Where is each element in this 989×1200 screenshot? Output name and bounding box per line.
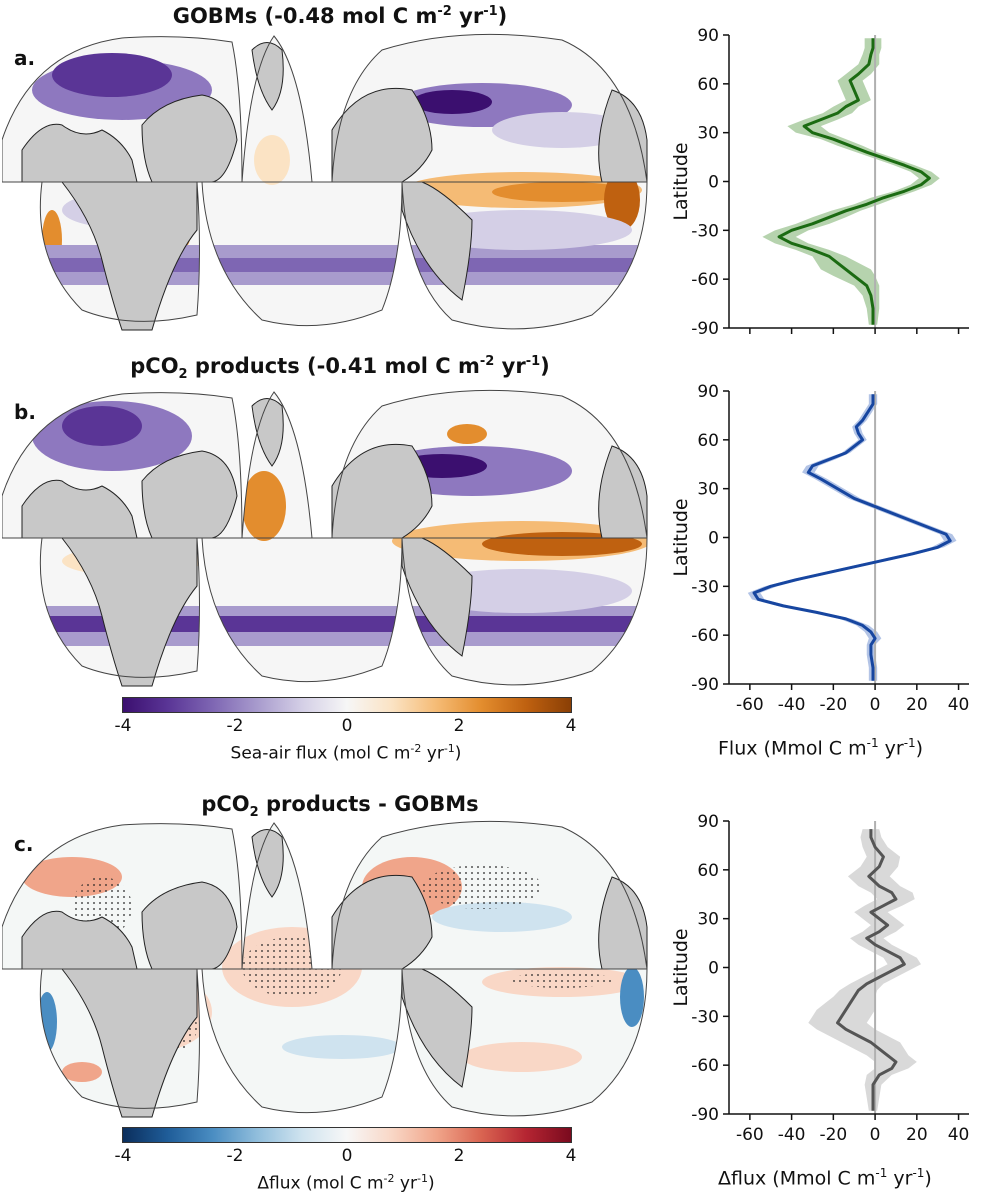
y-tick-label: -90 (691, 319, 719, 339)
y-tick-label: 0 (708, 529, 719, 549)
x-tick-label: 0 (870, 695, 881, 715)
x-tick-label: -20 (819, 1125, 847, 1145)
y-tick-label: 30 (697, 480, 719, 500)
y-axis-label: Latitude (670, 142, 692, 220)
cbar1-tick: 4 (565, 716, 577, 736)
profile-b-xlabel: Flux (Mmol C m-1 yr-1) (718, 736, 924, 760)
profile-uncertainty-band (808, 829, 921, 1111)
profile-line (752, 394, 952, 681)
map-pco2-flux (2, 389, 648, 687)
y-axis-label: Latitude (670, 498, 692, 576)
cbar2-tick: 4 (565, 1146, 577, 1166)
y-tick-label: 60 (697, 75, 719, 95)
profile-uncertainty-band (747, 394, 957, 681)
x-tick-label: -60 (736, 1125, 764, 1145)
y-tick-label: -30 (691, 221, 719, 241)
panel-a-label: a. (14, 46, 36, 70)
profile-line (777, 38, 931, 325)
colorbar-flux-label: Sea-air flux (mol C m-2 yr-1) (230, 742, 462, 764)
x-tick-label: -40 (778, 1125, 806, 1145)
map-gobm-flux (2, 33, 648, 331)
y-tick-label: -30 (691, 577, 719, 597)
profile-diff: 90 60 30 0 -30 -60 -90 -60 -40 -20 0 20 40 Latitude (670, 812, 970, 1145)
x-tick-label: 0 (870, 1125, 881, 1145)
x-tick-label: -40 (778, 695, 806, 715)
cbar1-tick: -2 (226, 716, 244, 736)
colorbar-flux (122, 697, 572, 713)
panel-c-label: c. (14, 832, 34, 856)
x-tick-label: -60 (736, 695, 764, 715)
x-tick-label: 40 (948, 1125, 970, 1145)
cbar1-tick: 2 (453, 716, 465, 736)
cbar2-tick: -4 (114, 1146, 132, 1166)
y-axis-label: Latitude (670, 928, 692, 1006)
x-tick-label: 20 (906, 1125, 928, 1145)
y-tick-label: 30 (697, 124, 719, 144)
panel-b-title: pCO2 products (-0.41 mol C m-2 yr-1) (130, 354, 550, 383)
colorbar-dflux-label: Δflux (mol C m-2 yr-1) (257, 1172, 435, 1194)
panel-b-label: b. (14, 400, 36, 424)
profile-uncertainty-band (762, 38, 940, 325)
y-tick-label: 0 (708, 173, 719, 193)
profile-line (836, 829, 906, 1111)
y-tick-label: -60 (691, 1056, 719, 1076)
y-tick-label: -90 (691, 675, 719, 695)
panel-c-title: pCO2 products - GOBMs (201, 792, 479, 821)
y-tick-label: 60 (697, 431, 719, 451)
cbar2-tick: -2 (226, 1146, 244, 1166)
y-tick-label: 30 (697, 910, 719, 930)
x-tick-label: 40 (948, 695, 970, 715)
cbar1-tick: 0 (341, 716, 353, 736)
y-tick-label: -60 (691, 270, 719, 290)
y-tick-label: 90 (697, 812, 719, 832)
x-tick-label: -20 (819, 695, 847, 715)
panel-a-title: GOBMs (-0.48 mol C m-2 yr-1) (172, 4, 508, 28)
profile-gobm: 90 60 30 0 -30 -60 -90 Latitude (670, 26, 969, 339)
colorbar-dflux (122, 1127, 572, 1143)
y-tick-label: 60 (697, 861, 719, 881)
x-tick-label: 20 (906, 695, 928, 715)
cbar1-tick: -4 (114, 716, 132, 736)
y-tick-label: -30 (691, 1007, 719, 1027)
y-tick-label: 90 (697, 382, 719, 402)
cbar2-tick: 0 (341, 1146, 353, 1166)
cbar2-tick: 2 (453, 1146, 465, 1166)
profile-c-xlabel: Δflux (Mmol C m-1 yr-1) (718, 1166, 932, 1190)
map-flux-difference (2, 820, 648, 1118)
y-tick-label: 0 (708, 959, 719, 979)
colorbar-dflux-ticks: -4 -2 0 2 4 (115, 1146, 577, 1168)
y-tick-label: -90 (691, 1105, 719, 1125)
y-tick-label: -60 (691, 626, 719, 646)
y-tick-label: 90 (697, 26, 719, 46)
profile-pco2: 90 60 30 0 -30 -60 -90 -60 -40 -20 0 20 40 Latitude (670, 382, 970, 715)
colorbar-flux-ticks: -4 -2 0 2 4 (115, 716, 577, 738)
